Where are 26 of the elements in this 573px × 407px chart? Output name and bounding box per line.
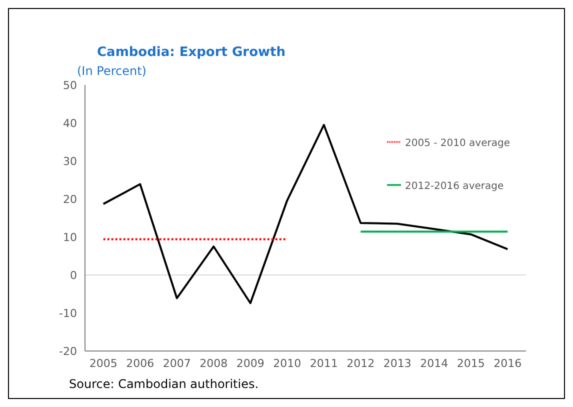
x-tick-label: 2016 bbox=[494, 356, 522, 370]
x-tick-label: 2010 bbox=[273, 356, 302, 370]
line-series bbox=[102, 124, 509, 304]
x-tick-label: 2006 bbox=[126, 356, 154, 370]
x-tick-label: 2011 bbox=[310, 356, 338, 370]
x-tick-label: 2015 bbox=[456, 356, 485, 370]
x-tick-label: 2005 bbox=[89, 356, 118, 370]
y-tick-label: -20 bbox=[59, 344, 77, 358]
x-tick-label: 2009 bbox=[236, 356, 264, 370]
y-tick-label: 30 bbox=[63, 154, 77, 168]
chart-title: Cambodia: Export Growth bbox=[97, 45, 286, 60]
y-tick-label: 10 bbox=[63, 230, 77, 244]
y-tick-label: 0 bbox=[70, 268, 77, 282]
x-tick-label: 2012 bbox=[346, 356, 375, 370]
y-tick-label: 50 bbox=[63, 78, 77, 92]
x-tick-label: 2007 bbox=[162, 356, 191, 370]
y-tick-label: -10 bbox=[59, 306, 77, 320]
x-tick-label: 2008 bbox=[200, 356, 228, 370]
y-tick-label: 40 bbox=[63, 116, 77, 130]
y-tick-label: 20 bbox=[63, 192, 77, 206]
chart-subtitle: (In Percent) bbox=[77, 64, 146, 78]
legend-label: 2005 - 2010 average bbox=[405, 138, 510, 149]
x-tick-label: 2013 bbox=[383, 356, 412, 370]
source-note: Source: Cambodian authorities. bbox=[69, 377, 259, 391]
legend-label: 2012-2016 average bbox=[405, 181, 504, 192]
x-tick-label: 2014 bbox=[420, 356, 448, 370]
